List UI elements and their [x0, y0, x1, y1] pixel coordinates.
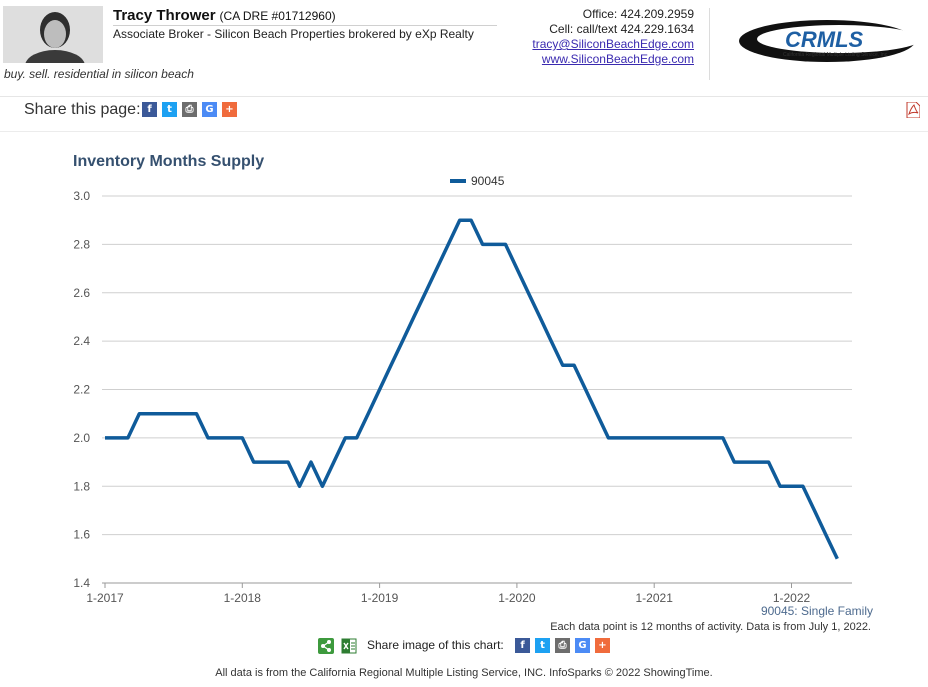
- y-tick-label: 3.0: [73, 189, 90, 203]
- agent-title: Associate Broker - Silicon Beach Propert…: [113, 27, 474, 41]
- more-share-icon[interactable]: +: [222, 102, 237, 117]
- x-tick-label: 1-2021: [636, 591, 674, 605]
- x-tick-label: 1-2019: [361, 591, 399, 605]
- chart-title: Inventory Months Supply: [73, 153, 265, 170]
- excel-export-icon[interactable]: [341, 638, 357, 654]
- agent-name: Tracy Thrower (CA DRE #01712960): [113, 7, 336, 24]
- agent-tagline: buy. sell. residential in silicon beach: [4, 67, 194, 81]
- series-line-90045: [105, 218, 839, 560]
- share-page-label: Share this page:: [24, 101, 141, 118]
- y-tick-label: 2.4: [73, 334, 90, 348]
- y-tick-label: 1.4: [73, 576, 90, 590]
- data-note: Each data point is 12 months of activity…: [550, 621, 871, 633]
- crmls-logo: CRMLS California Regional Multiple Listi…: [737, 14, 923, 66]
- header-rule: [0, 96, 928, 97]
- x-tick-label: 1-2018: [224, 591, 262, 605]
- cell-phone: Cell: call/text 424.229.1634: [549, 22, 694, 36]
- agent-divider: [113, 25, 497, 26]
- header-divider: [709, 8, 710, 80]
- twitter-icon[interactable]: t: [535, 638, 550, 653]
- twitter-icon[interactable]: t: [162, 102, 177, 117]
- more-share-icon[interactable]: +: [595, 638, 610, 653]
- y-tick-label: 2.8: [73, 237, 90, 251]
- facebook-icon[interactable]: f: [142, 102, 157, 117]
- x-tick-label: 1-2022: [773, 591, 811, 605]
- print-icon[interactable]: ⎙: [182, 102, 197, 117]
- y-tick-label: 1.8: [73, 479, 90, 493]
- print-icon[interactable]: ⎙: [555, 638, 570, 653]
- google-icon[interactable]: G: [575, 638, 590, 653]
- agent-dre-number: (CA DRE #01712960): [219, 9, 336, 23]
- x-tick-label: 1-2020: [498, 591, 536, 605]
- facebook-icon[interactable]: f: [515, 638, 530, 653]
- x-tick-label: 1-2017: [86, 591, 124, 605]
- share-chart-icon[interactable]: [318, 638, 334, 654]
- y-tick-label: 2.0: [73, 431, 90, 445]
- line-chart: 1.4 1.6 1.8 2.0 2.2 2.4 2.6 2.8 3.0 1-2017 1-2018…: [73, 174, 852, 605]
- y-tick-label: 2.6: [73, 286, 90, 300]
- logo-text: CRMLS: [785, 27, 864, 52]
- series-note: 90045: Single Family: [760, 604, 873, 618]
- agent-photo: [3, 6, 103, 63]
- share-rule: [0, 131, 928, 132]
- share-image-label: Share image of this chart:: [367, 638, 504, 652]
- google-icon[interactable]: G: [202, 102, 217, 117]
- logo-subtext: California Regional Multiple Listing Ser…: [783, 52, 889, 58]
- website-link[interactable]: www.SiliconBeachEdge.com: [541, 52, 694, 66]
- pdf-icon[interactable]: [906, 101, 921, 119]
- office-phone: Office: 424.209.2959: [582, 7, 694, 21]
- legend-label[interactable]: 90045: [471, 174, 505, 188]
- footer-attribution: All data is from the California Regional…: [215, 667, 713, 679]
- y-tick-label: 1.6: [73, 528, 90, 542]
- email-link[interactable]: tracy@SiliconBeachEdge.com: [532, 37, 694, 51]
- y-tick-label: 2.2: [73, 383, 90, 397]
